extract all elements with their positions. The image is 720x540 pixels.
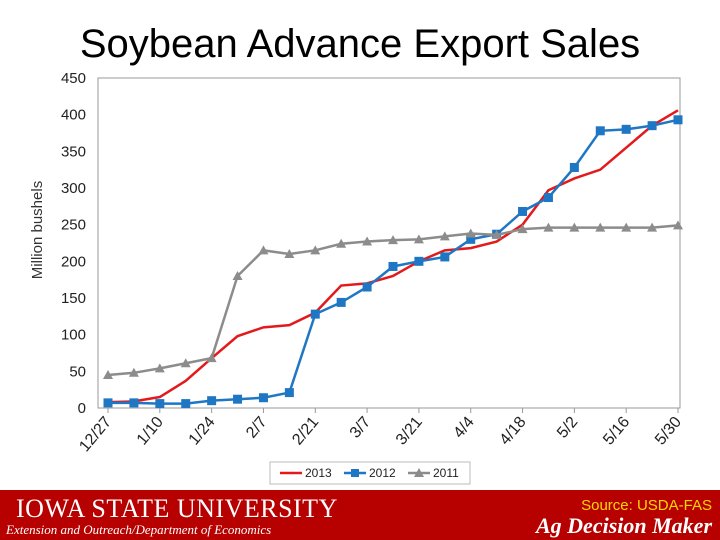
x-tick-label: 3/21	[393, 414, 426, 449]
series-2011	[103, 220, 683, 379]
data-point	[258, 393, 268, 403]
plot-area	[97, 77, 681, 409]
data-point	[439, 231, 450, 241]
x-tick-label: 4/18	[497, 414, 530, 449]
legend-box	[269, 461, 471, 485]
data-point	[543, 222, 554, 232]
series-2012	[103, 115, 683, 409]
data-point	[517, 224, 528, 234]
series-line-2013	[107, 109, 679, 404]
source-text: Source: USDA-FAS	[581, 497, 712, 514]
data-point	[103, 370, 113, 379]
footer-bar	[0, 490, 720, 540]
university-logo-text: IOWA STATE UNIVERSITY	[16, 494, 338, 523]
x-tick-label: 5/2	[554, 414, 581, 442]
x-tick-label: 2/7	[243, 414, 270, 442]
x-tick-label: 3/7	[347, 414, 374, 442]
y-tick-label: 250	[61, 217, 86, 234]
chart-title: Soybean Advance Export Sales	[79, 22, 641, 66]
series-line-2011	[107, 224, 679, 377]
legend-label: 2011	[433, 466, 459, 480]
data-point	[129, 398, 139, 408]
legend-item-2012: 2012	[344, 466, 396, 480]
data-point	[258, 245, 269, 255]
department-text: Extension and Outreach/Department of Eco…	[6, 522, 272, 537]
data-point	[621, 222, 632, 232]
x-tick-label: 1/24	[186, 414, 219, 449]
data-point	[569, 162, 579, 172]
data-point	[180, 358, 191, 368]
data-point	[413, 234, 424, 244]
data-point	[362, 282, 372, 292]
x-tick-label: 5/16	[600, 414, 633, 449]
y-tick-label: 200	[61, 253, 86, 270]
data-point	[673, 220, 683, 230]
legend-item-2013: 2013	[280, 466, 332, 480]
data-point	[518, 206, 528, 216]
y-tick-label: 100	[61, 327, 86, 344]
data-point	[414, 256, 424, 266]
data-point	[284, 388, 294, 398]
data-point	[207, 396, 217, 406]
chart-series	[103, 109, 683, 409]
y-tick-label: 50	[69, 363, 86, 380]
data-point	[543, 193, 553, 203]
legend-label: 2013	[305, 466, 332, 480]
y-tick-label: 450	[61, 70, 86, 87]
x-tick-label: 12/27	[76, 414, 115, 456]
chart-legend: 2013 2012 2011	[269, 461, 471, 485]
brand-text: Ag Decision Maker	[536, 513, 712, 538]
data-point	[103, 398, 113, 408]
data-point	[181, 399, 191, 409]
data-point	[595, 126, 605, 136]
data-point	[569, 222, 580, 232]
y-tick-label: 0	[78, 400, 86, 417]
data-point	[388, 261, 398, 271]
data-point	[284, 249, 295, 258]
data-point	[673, 115, 683, 125]
legend-marker	[414, 468, 424, 477]
data-point	[647, 222, 658, 232]
x-tick-label: 1/10	[134, 414, 167, 449]
data-point	[595, 222, 606, 232]
data-point	[465, 228, 476, 238]
data-point	[388, 235, 398, 245]
data-point	[154, 363, 165, 373]
y-tick-label: 350	[61, 143, 86, 160]
data-point	[128, 367, 139, 377]
legend-item-2011: 2011	[408, 466, 459, 480]
data-point	[491, 229, 502, 239]
data-point	[362, 236, 373, 246]
x-tick-label: 5/30	[652, 414, 685, 449]
y-tick-label: 150	[61, 290, 86, 307]
data-point	[310, 309, 320, 319]
y-axis: 0 50 100 150 200 250 300 350 400 450	[61, 70, 86, 417]
data-point	[621, 124, 631, 134]
data-point	[466, 234, 476, 244]
data-point	[233, 394, 243, 404]
data-point	[310, 245, 321, 255]
data-point	[647, 121, 657, 131]
y-axis-label: Million bushels	[29, 181, 46, 279]
data-point	[155, 399, 165, 409]
data-point	[232, 271, 243, 280]
x-tick-label: 2/21	[289, 414, 322, 449]
x-tick-label: 4/4	[450, 414, 477, 442]
chart-frame	[97, 77, 681, 409]
data-point	[336, 297, 346, 307]
data-point	[440, 252, 450, 262]
x-axis: 12/27 1/10 1/24 2/7 2/21 3/7 3/21 4/4 4/18 5/2 5/1…	[76, 408, 685, 455]
legend-label: 2012	[369, 466, 396, 480]
line-chart: 0 50 100 150 200 250 300 350 400 450 12/27 1/10 1/2…	[29, 70, 685, 485]
data-point	[336, 238, 347, 248]
data-point	[206, 353, 217, 363]
y-tick-label: 300	[61, 180, 86, 197]
series-2013	[107, 109, 679, 404]
y-tick-label: 400	[61, 107, 86, 124]
legend-marker	[351, 469, 359, 477]
